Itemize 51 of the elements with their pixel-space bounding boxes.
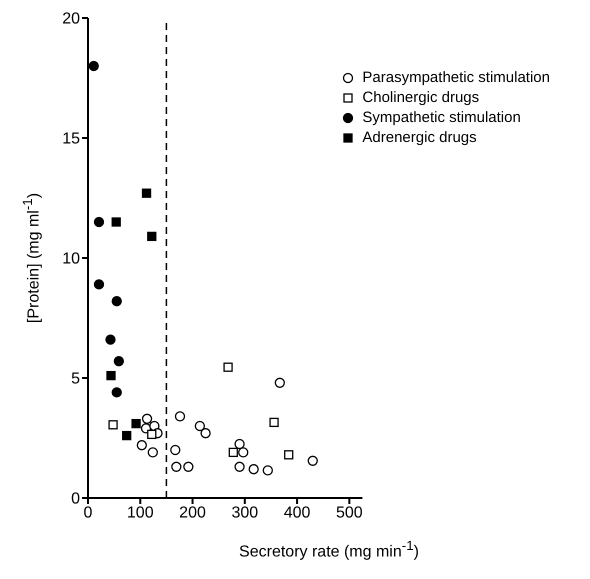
point <box>170 444 180 456</box>
x-tick-label: 500 <box>336 504 363 522</box>
point <box>142 188 152 198</box>
point <box>238 447 248 458</box>
point <box>112 387 122 398</box>
x-tick-label: 0 <box>84 504 93 522</box>
point <box>142 414 152 424</box>
point <box>136 440 147 450</box>
point <box>108 420 118 430</box>
point <box>122 430 132 440</box>
x-tick-label: 400 <box>284 504 311 522</box>
legend-label: Sympathetic stimulation <box>362 108 521 128</box>
point <box>147 430 156 440</box>
y-tick-label: 5 <box>71 370 80 388</box>
point <box>148 447 158 458</box>
point <box>131 418 141 428</box>
point <box>284 450 294 460</box>
point <box>194 420 206 432</box>
legend-label: Cholinergic drugs <box>362 88 480 108</box>
point <box>274 378 285 388</box>
point <box>105 334 116 345</box>
point <box>112 217 121 227</box>
legend-label: Adrenergic drugs <box>362 128 477 148</box>
point <box>112 296 122 306</box>
y-tick-label: 15 <box>62 130 80 148</box>
y-tick-label: 10 <box>62 250 80 268</box>
x-tick-label: 200 <box>179 504 206 522</box>
x-axis-title: Secretory rate (mg min$^{-1}$) <box>238 538 420 562</box>
point <box>147 232 156 242</box>
point <box>88 60 99 72</box>
point <box>269 418 279 428</box>
point <box>174 411 186 422</box>
point <box>200 428 211 438</box>
point <box>106 370 116 380</box>
legend-label: Parasympathetic stimulation <box>362 68 550 88</box>
point <box>183 462 194 472</box>
y-tick-label: 0 <box>71 490 80 508</box>
point <box>308 456 318 466</box>
point <box>114 356 124 366</box>
point <box>234 462 245 472</box>
x-tick-label: 300 <box>231 504 258 522</box>
point <box>223 362 233 372</box>
point <box>248 464 259 474</box>
point <box>171 462 182 472</box>
y-tick-label: 20 <box>62 10 80 28</box>
point <box>228 448 238 458</box>
x-tick-label: 100 <box>126 504 154 522</box>
point <box>262 465 273 476</box>
point <box>94 279 104 290</box>
point <box>234 438 245 450</box>
point <box>94 216 104 228</box>
